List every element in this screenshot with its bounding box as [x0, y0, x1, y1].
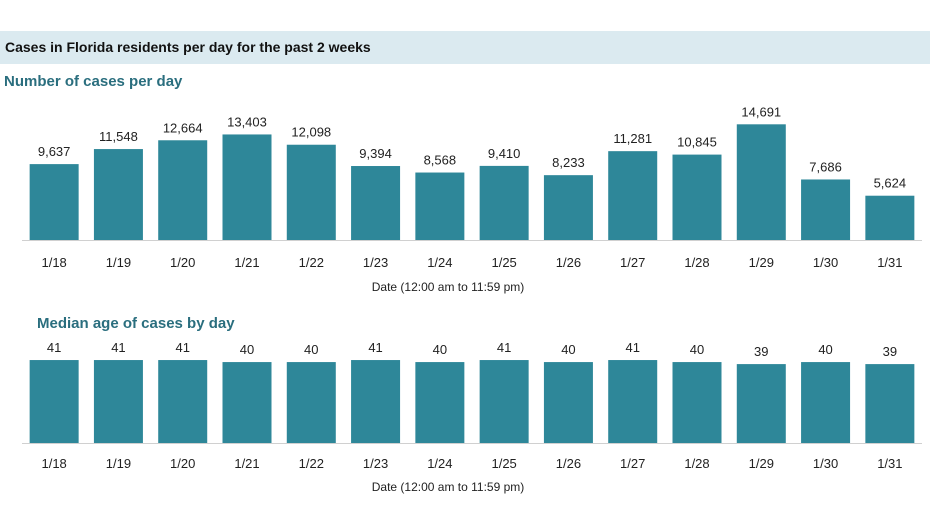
x-tick-label: 1/24: [427, 255, 452, 270]
data-label: 41: [625, 340, 639, 355]
bar-1-26: [543, 175, 593, 240]
x-tick-label: 1/29: [749, 255, 774, 270]
cases-chart-title: Number of cases per day: [4, 73, 183, 90]
data-label: 12,098: [291, 125, 331, 140]
cases-per-day-chart: 9,637 1/18 11,548 1/19 12,664 1/20 13,403 1/21 1…: [22, 104, 922, 294]
x-axis-title: Date (12:00 am to 11:59 pm): [372, 280, 525, 294]
bar-1-20: [158, 140, 208, 240]
x-tick-label: 1/27: [620, 255, 645, 270]
bar-1-19: [93, 149, 143, 240]
median-age-chart-title: Median age of cases by day: [37, 315, 235, 332]
data-label: 11,281: [613, 131, 652, 146]
data-label: 40: [240, 342, 254, 357]
x-tick-label: 1/30: [813, 456, 838, 471]
x-tick-label: 1/31: [877, 255, 902, 270]
bar-1-21: [222, 362, 272, 443]
x-tick-label: 1/23: [363, 456, 388, 471]
data-label: 12,664: [163, 120, 203, 135]
x-tick-label: 1/31: [877, 456, 902, 471]
bar-1-26: [543, 362, 593, 443]
data-label: 14,691: [741, 104, 781, 119]
data-label: 40: [433, 342, 447, 357]
x-tick-label: 1/30: [813, 255, 838, 270]
x-tick-label: 1/23: [363, 255, 388, 270]
x-tick-label: 1/26: [556, 456, 581, 471]
bar-1-18: [29, 164, 79, 240]
x-tick-label: 1/22: [299, 255, 324, 270]
bar-1-28: [672, 154, 722, 240]
x-tick-label: 1/25: [491, 456, 516, 471]
bar-1-30: [801, 179, 851, 240]
data-label: 13,403: [227, 114, 267, 129]
bar-1-23: [351, 166, 401, 240]
x-tick-label: 1/27: [620, 456, 645, 471]
bar-1-25: [479, 360, 529, 443]
data-label: 40: [561, 342, 575, 357]
data-label: 41: [497, 340, 511, 355]
x-tick-label: 1/19: [106, 456, 131, 471]
x-tick-label: 1/28: [684, 456, 709, 471]
bar-1-31: [865, 195, 915, 240]
bar-1-24: [415, 362, 465, 443]
bar-1-31: [865, 364, 915, 443]
x-tick-label: 1/18: [41, 456, 66, 471]
x-tick-label: 1/28: [684, 255, 709, 270]
x-tick-label: 1/21: [234, 255, 259, 270]
data-label: 40: [690, 342, 704, 357]
bar-1-29: [736, 364, 786, 443]
bar-1-22: [286, 144, 336, 240]
x-tick-label: 1/29: [749, 456, 774, 471]
page-title: Cases in Florida residents per day for t…: [5, 39, 371, 55]
x-tick-label: 1/22: [299, 456, 324, 471]
x-tick-label: 1/19: [106, 255, 131, 270]
data-label: 9,637: [38, 144, 71, 159]
bar-1-27: [608, 360, 658, 443]
data-label: 41: [111, 340, 125, 355]
x-tick-label: 1/18: [41, 255, 66, 270]
x-tick-label: 1/20: [170, 255, 195, 270]
data-label: 39: [883, 344, 897, 359]
x-tick-label: 1/24: [427, 456, 452, 471]
data-label: 5,624: [874, 176, 907, 191]
bar-1-30: [801, 362, 851, 443]
data-label: 40: [818, 342, 832, 357]
data-label: 10,845: [677, 135, 717, 150]
bar-1-27: [608, 151, 658, 240]
bar-1-20: [158, 360, 208, 443]
data-label: 9,394: [359, 146, 392, 161]
data-label: 41: [368, 340, 382, 355]
data-label: 41: [175, 340, 189, 355]
header-band: Cases in Florida residents per day for t…: [0, 31, 930, 64]
bar-1-24: [415, 172, 465, 240]
data-label: 40: [304, 342, 318, 357]
data-label: 8,233: [552, 155, 585, 170]
data-label: 8,568: [424, 153, 457, 168]
bar-1-25: [479, 165, 529, 240]
x-tick-label: 1/25: [491, 255, 516, 270]
bar-1-23: [351, 360, 401, 443]
x-tick-label: 1/20: [170, 456, 195, 471]
bar-1-21: [222, 134, 272, 240]
data-label: 11,548: [99, 129, 138, 144]
bar-1-22: [286, 362, 336, 443]
bar-1-29: [736, 124, 786, 240]
data-label: 7,686: [809, 159, 842, 174]
bar-1-19: [93, 360, 143, 443]
data-label: 39: [754, 344, 768, 359]
data-label: 9,410: [488, 146, 521, 161]
x-axis-title: Date (12:00 am to 11:59 pm): [372, 480, 525, 494]
x-tick-label: 1/21: [234, 456, 259, 471]
data-label: 41: [47, 340, 61, 355]
bar-1-28: [672, 362, 722, 443]
x-tick-label: 1/26: [556, 255, 581, 270]
bar-1-18: [29, 360, 79, 443]
